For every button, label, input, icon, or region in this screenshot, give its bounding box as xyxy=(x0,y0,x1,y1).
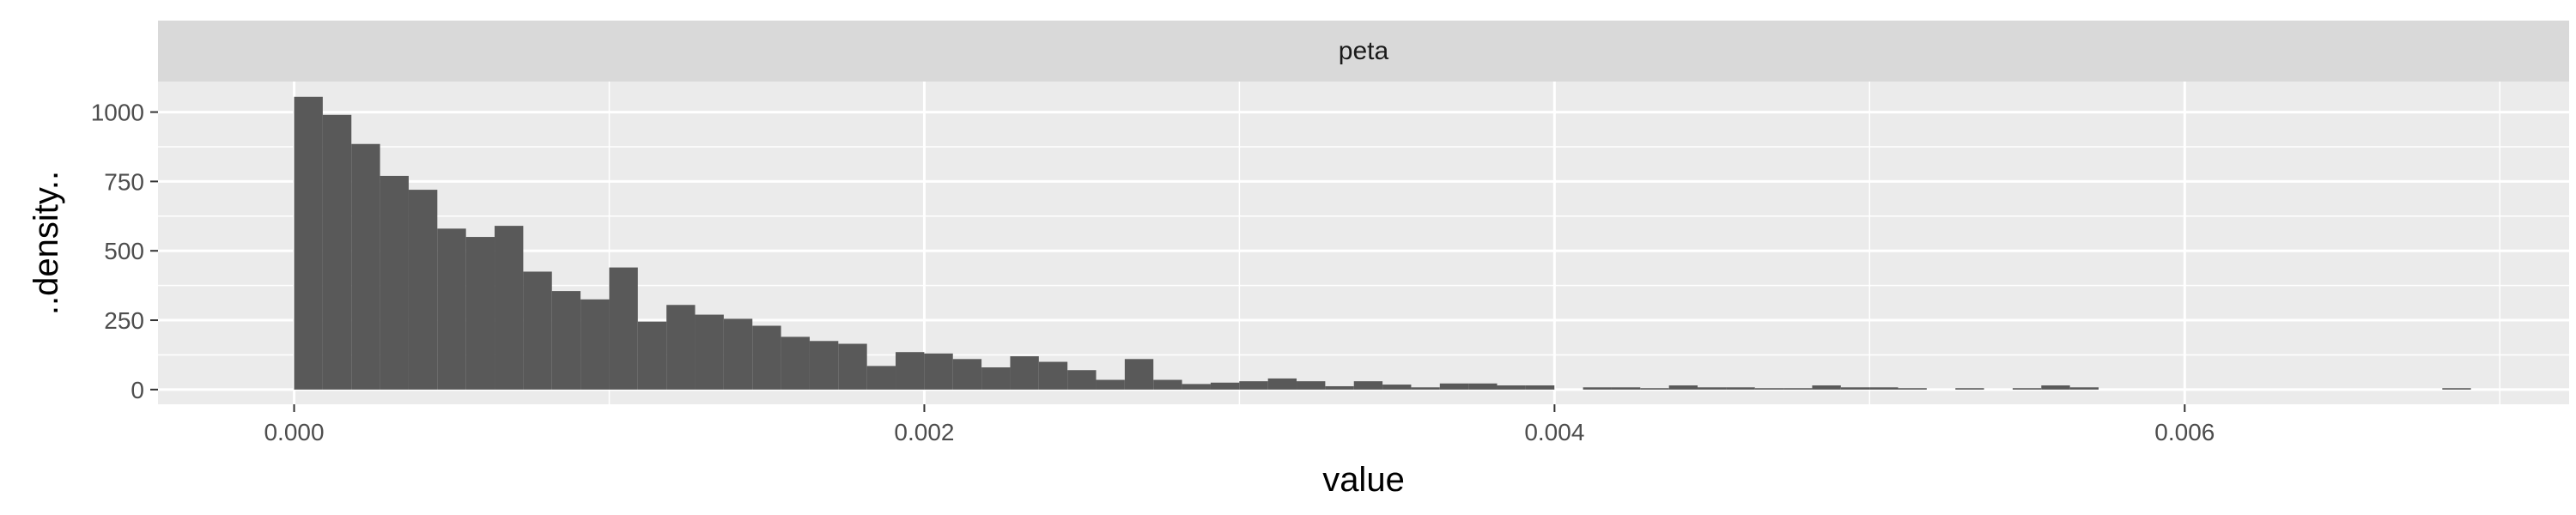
histogram-bar xyxy=(1525,385,1555,390)
histogram-bar xyxy=(1067,370,1097,390)
histogram-bar xyxy=(1239,381,1268,390)
histogram-bar xyxy=(637,321,667,390)
histogram-bar xyxy=(551,291,581,390)
histogram-bar xyxy=(580,299,610,390)
histogram-bar xyxy=(1726,387,1755,390)
y-axis-ticks: 0 250 500 750 1000 xyxy=(91,100,158,403)
histogram-bar xyxy=(2012,388,2042,390)
facet-strip-label: peta xyxy=(1339,37,1389,65)
histogram-bar xyxy=(2041,385,2070,390)
histogram-bar xyxy=(1611,387,1641,390)
histogram-bar xyxy=(523,271,552,390)
histogram-bar xyxy=(896,352,925,390)
histogram-bar xyxy=(1267,378,1297,390)
histogram-bar xyxy=(924,353,953,390)
histogram-bar xyxy=(1898,388,1927,390)
histogram-bar xyxy=(1182,384,1211,390)
histogram-bar xyxy=(1783,388,1813,390)
histogram-bar xyxy=(1439,383,1469,390)
histogram-bar xyxy=(465,237,495,390)
y-axis-title: ..density.. xyxy=(27,171,65,315)
histogram-bar xyxy=(1038,361,1068,390)
histogram-bar xyxy=(380,175,409,390)
histogram-bar xyxy=(2069,387,2099,390)
histogram-bar xyxy=(1153,379,1182,390)
histogram-bar xyxy=(437,228,466,390)
x-tick-label: 0.000 xyxy=(264,419,324,445)
y-tick-label: 750 xyxy=(104,168,144,195)
histogram-bar xyxy=(1668,385,1698,390)
x-tick-label: 0.002 xyxy=(894,419,954,445)
histogram-bar xyxy=(1325,385,1354,390)
histogram-bar xyxy=(1640,388,1669,390)
histogram-bar xyxy=(1468,383,1498,390)
histogram-bar xyxy=(1010,356,1039,390)
strip-background xyxy=(158,21,2569,82)
histogram-bar xyxy=(1698,387,1727,390)
y-tick-label: 500 xyxy=(104,238,144,264)
histogram-bar xyxy=(666,305,696,390)
histogram-bar xyxy=(1812,385,1841,390)
y-tick-label: 0 xyxy=(131,377,144,403)
x-tick-label: 0.006 xyxy=(2154,419,2215,445)
histogram-bar xyxy=(752,325,781,390)
histogram-bar xyxy=(322,114,352,390)
histogram-bar xyxy=(1497,385,1526,390)
histogram-bar xyxy=(1096,379,1125,390)
y-tick-label: 1000 xyxy=(91,100,144,126)
histogram-bar xyxy=(1124,359,1154,390)
histogram-bar xyxy=(1210,382,1240,390)
histogram-bar xyxy=(838,343,867,390)
histogram-bar xyxy=(2442,388,2471,390)
histogram-bar xyxy=(1411,387,1440,390)
histogram-bar xyxy=(1382,385,1412,390)
histogram-bar xyxy=(1955,388,1984,390)
histogram-bar xyxy=(1583,387,1612,390)
x-axis-ticks: 0.000 0.002 0.004 0.006 xyxy=(264,404,2215,445)
histogram-bar xyxy=(1754,388,1784,390)
histogram-bars xyxy=(294,96,2471,390)
histogram-bar xyxy=(495,226,524,390)
histogram-bar xyxy=(1353,381,1383,390)
histogram-bar xyxy=(781,336,810,390)
histogram-bar xyxy=(866,366,896,390)
x-axis-title: value xyxy=(1322,461,1405,499)
histogram-bar xyxy=(1869,387,1899,390)
histogram-bar xyxy=(952,359,982,390)
histogram-bar xyxy=(981,367,1011,390)
histogram-bar xyxy=(695,314,724,390)
histogram-bar xyxy=(609,267,638,390)
histogram-bar xyxy=(809,341,839,390)
histogram-bar xyxy=(1297,381,1326,390)
y-tick-label: 250 xyxy=(104,307,144,334)
histogram-bar xyxy=(723,318,753,390)
x-tick-label: 0.004 xyxy=(1524,419,1584,445)
histogram-bar xyxy=(408,190,438,390)
histogram-bar xyxy=(1840,387,1870,390)
histogram-bar xyxy=(351,143,380,390)
histogram-bar xyxy=(294,96,323,390)
